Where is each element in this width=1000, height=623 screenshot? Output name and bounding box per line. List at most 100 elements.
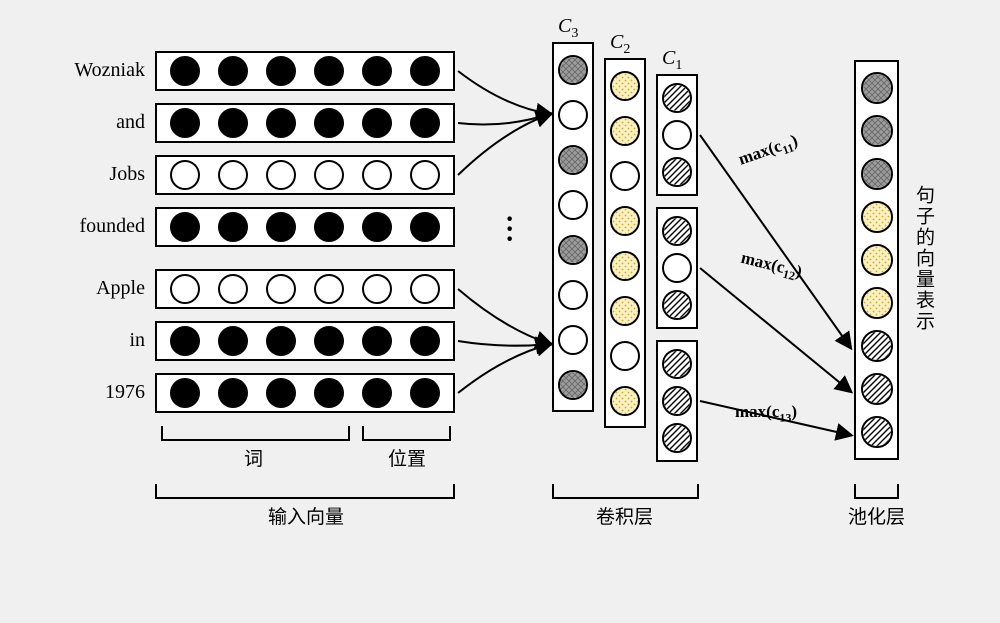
circle-white [558, 100, 588, 130]
circle-black [266, 212, 296, 242]
circle-crosshatch [861, 72, 893, 104]
circle-black [170, 212, 200, 242]
word-label: Apple [55, 277, 145, 300]
embedding-row [155, 207, 455, 247]
circle-diag [662, 386, 692, 416]
circle-white [362, 274, 392, 304]
embedding-row [155, 103, 455, 143]
circle-black [218, 378, 248, 408]
circle-crosshatch [558, 235, 588, 265]
section-label-pos_bracket: 位置 [388, 444, 426, 471]
circle-black [362, 378, 392, 408]
circle-black [266, 326, 296, 356]
circle-white [314, 274, 344, 304]
circle-crosshatch [558, 145, 588, 175]
circle-white [610, 341, 640, 371]
circle-black [266, 56, 296, 86]
arrow-input-conv [458, 114, 550, 125]
pooling-column [854, 60, 899, 460]
arrow-conv-pool [700, 268, 850, 391]
conv-c1-segment [656, 207, 698, 329]
word-label: founded [55, 215, 145, 238]
circle-black [218, 326, 248, 356]
circle-black [218, 108, 248, 138]
circle-diag [861, 373, 893, 405]
conv-c1-segment [656, 74, 698, 196]
conv-label-c1: C1 [662, 47, 682, 74]
circle-dots [610, 206, 640, 236]
section-label-word_bracket: 词 [244, 444, 263, 471]
circle-white [558, 280, 588, 310]
circle-black [218, 212, 248, 242]
circle-dots [610, 71, 640, 101]
section-label-pool_bracket: 池化层 [848, 502, 905, 529]
word-label: and [55, 111, 145, 134]
arrow-input-conv [458, 344, 550, 393]
circle-white [662, 253, 692, 283]
circle-white [558, 190, 588, 220]
bracket-input_bracket [155, 484, 455, 499]
circle-black [170, 378, 200, 408]
circle-black [410, 326, 440, 356]
circle-white [266, 160, 296, 190]
bracket-word_bracket [161, 426, 350, 441]
word-label: Jobs [55, 163, 145, 186]
circle-black [266, 378, 296, 408]
arrow-conv-pool [700, 135, 850, 347]
word-label: 1976 [55, 381, 145, 404]
circle-black [362, 212, 392, 242]
embedding-row [155, 155, 455, 195]
circle-white [266, 274, 296, 304]
bracket-conv_bracket [552, 484, 699, 499]
bracket-pool_bracket [854, 484, 899, 499]
circle-diag [662, 290, 692, 320]
conv-column-c2 [604, 58, 646, 428]
circle-white [410, 274, 440, 304]
circle-dots [861, 201, 893, 233]
circle-diag [662, 216, 692, 246]
arrow-input-conv [458, 114, 550, 175]
embedding-row [155, 321, 455, 361]
circle-white [170, 274, 200, 304]
section-label-input_bracket: 输入向量 [268, 502, 344, 529]
circle-crosshatch [861, 158, 893, 190]
circle-black [266, 108, 296, 138]
diagram-root: 句子的向量表示 ··· WozniakandJobsfoundedApplein… [0, 0, 1000, 623]
circle-white [218, 160, 248, 190]
circle-black [314, 378, 344, 408]
circle-diag [861, 416, 893, 448]
circle-diag [662, 349, 692, 379]
circle-white [218, 274, 248, 304]
conv-c1-segment [656, 340, 698, 462]
word-label: in [55, 329, 145, 352]
section-label-conv_bracket: 卷积层 [596, 502, 653, 529]
circle-crosshatch [861, 115, 893, 147]
circle-black [314, 212, 344, 242]
circle-black [362, 326, 392, 356]
circle-black [170, 326, 200, 356]
circle-white [610, 161, 640, 191]
bracket-pos_bracket [362, 426, 451, 441]
circle-white [314, 160, 344, 190]
circle-black [362, 56, 392, 86]
circle-white [170, 160, 200, 190]
circle-diag [662, 157, 692, 187]
max-label: max(c11) [736, 131, 802, 173]
circle-black [314, 108, 344, 138]
circle-black [410, 56, 440, 86]
circle-dots [861, 244, 893, 276]
circle-black [170, 56, 200, 86]
circle-black [410, 378, 440, 408]
circle-dots [610, 296, 640, 326]
circle-white [410, 160, 440, 190]
circle-diag [861, 330, 893, 362]
circle-crosshatch [558, 55, 588, 85]
circle-dots [610, 386, 640, 416]
circle-black [170, 108, 200, 138]
max-label: max(c13) [735, 402, 797, 425]
circle-black [218, 56, 248, 86]
circle-dots [610, 116, 640, 146]
circle-black [314, 326, 344, 356]
circle-crosshatch [558, 370, 588, 400]
word-label: Wozniak [55, 59, 145, 82]
